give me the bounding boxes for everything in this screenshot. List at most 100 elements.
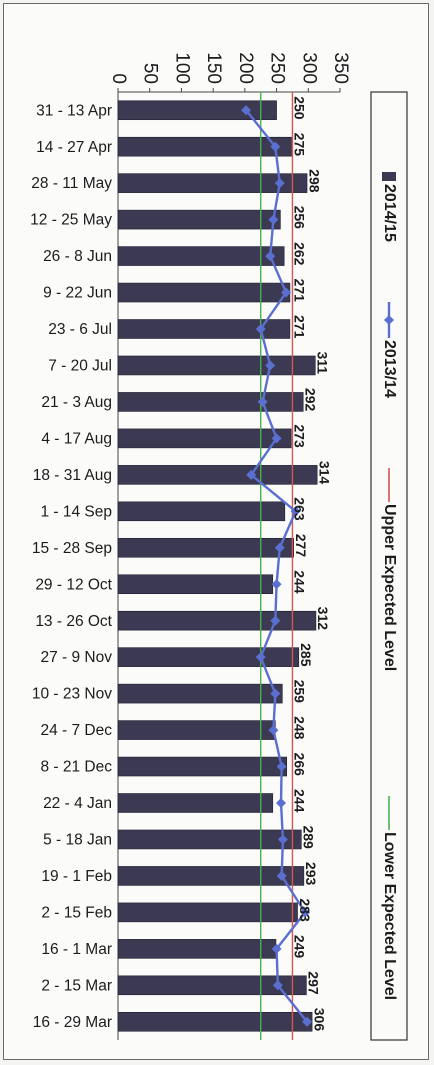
bar-data-label: 298 <box>306 169 322 193</box>
bar-2014-15 <box>117 1011 313 1032</box>
bar-data-label: 275 <box>292 133 308 157</box>
bar-data-label: 297 <box>306 971 322 995</box>
point-2013-14 <box>277 834 288 845</box>
point-2013-14 <box>274 178 285 189</box>
bar-2014-15 <box>117 793 274 813</box>
point-2013-14 <box>270 688 281 699</box>
value-axis-tick-label: 200 <box>235 52 256 84</box>
category-label: 29 - 12 Oct <box>35 576 112 593</box>
bar-2014-15 <box>117 465 318 485</box>
bar-data-label: 289 <box>301 825 317 849</box>
category-label: 21 - 3 Aug <box>41 394 112 411</box>
category-label: 5 - 18 Jan <box>43 832 112 849</box>
bar-2014-15 <box>117 720 276 740</box>
legend-label: 2013/14 <box>381 340 398 398</box>
point-2013-14 <box>270 615 281 626</box>
point-2013-14 <box>302 1016 313 1027</box>
category-label: 8 - 21 Dec <box>40 759 112 776</box>
bar-2014-15 <box>117 829 302 850</box>
series-line-2013-14 <box>245 109 308 1023</box>
bar-data-label: 273 <box>292 424 308 448</box>
point-2013-14 <box>241 105 252 116</box>
value-axis-tick-label: 350 <box>330 52 351 84</box>
bar-2014-15 <box>117 866 305 886</box>
category-label: 22 - 4 Jan <box>43 795 112 812</box>
category-label: 26 - 8 Jun <box>43 248 112 265</box>
bar-2014-15 <box>117 209 281 230</box>
bar-data-label: 244 <box>292 789 308 813</box>
legend-label: 2014/15 <box>381 184 398 242</box>
bar-2014-15 <box>117 355 316 376</box>
bar-2014-15 <box>117 319 291 339</box>
bar-data-label: 249 <box>292 935 308 959</box>
bar-data-label: 293 <box>303 862 319 886</box>
bar-data-label: 263 <box>292 497 308 521</box>
point-2013-14 <box>265 360 276 371</box>
bar-2014-15 <box>117 537 294 558</box>
category-label: 1 - 14 Sep <box>40 503 112 520</box>
bar-data-label: 262 <box>292 242 308 266</box>
bar-data-label: 306 <box>311 1008 327 1032</box>
bar-2014-15 <box>117 246 285 266</box>
category-label: 9 - 22 Jun <box>43 285 112 302</box>
category-label: 28 - 11 May <box>31 175 112 192</box>
bar-data-label: 250 <box>292 96 308 120</box>
bar-data-label: 256 <box>292 206 308 230</box>
point-2013-14 <box>255 324 266 334</box>
category-label: 7 - 20 Jul <box>48 358 112 375</box>
category-label: 27 - 9 Nov <box>40 649 112 666</box>
bar-data-label: 292 <box>303 388 319 412</box>
category-label: 2 - 15 Feb <box>41 904 112 921</box>
bar-2014-15 <box>117 647 300 667</box>
bar-2014-15 <box>117 173 308 193</box>
bar-data-label: 271 <box>292 315 308 339</box>
category-label: 14 - 27 Apr <box>36 139 112 156</box>
category-label: 13 - 26 Oct <box>35 613 112 630</box>
point-2013-14 <box>271 433 282 444</box>
bar-2014-15 <box>117 428 292 449</box>
category-label: 18 - 31 Aug <box>33 467 112 484</box>
bar-data-label: 311 <box>315 351 331 374</box>
bar-2014-15 <box>117 683 283 704</box>
bar-2014-15 <box>117 902 298 923</box>
legend-swatch-2014-15 <box>382 172 396 181</box>
point-2013-14 <box>276 798 287 808</box>
bar-2014-15 <box>117 100 277 121</box>
bar-data-label: 277 <box>293 534 309 558</box>
category-label: 4 - 17 Aug <box>41 430 112 447</box>
point-2013-14 <box>268 725 279 736</box>
point-2013-14 <box>281 287 292 298</box>
category-label: 12 - 25 May <box>30 212 112 229</box>
bar-data-label: 248 <box>292 716 308 740</box>
bar-2014-15 <box>117 939 277 959</box>
category-label: 24 - 7 Dec <box>40 722 112 739</box>
value-axis-tick-label: 250 <box>267 52 288 84</box>
category-label: 10 - 23 Nov <box>32 686 112 703</box>
bar-data-label: 259 <box>292 680 308 704</box>
point-2013-14 <box>290 506 301 517</box>
point-2013-14 <box>300 907 311 918</box>
legend-marker-2013-14 <box>384 315 394 325</box>
category-label: 19 - 1 Feb <box>41 868 112 885</box>
legend-label: Upper Expected Level <box>381 504 398 671</box>
value-axis-tick-label: 50 <box>140 63 161 84</box>
bar-2014-15 <box>117 610 317 631</box>
point-2013-14 <box>246 469 257 480</box>
bar-2014-15 <box>117 136 293 157</box>
bar-data-label: 314 <box>316 461 332 485</box>
category-label: 16 - 1 Mar <box>41 941 112 958</box>
point-2013-14 <box>265 251 276 262</box>
point-2013-14 <box>270 141 281 152</box>
point-2013-14 <box>271 579 282 590</box>
bar-data-label: 312 <box>315 607 331 631</box>
bar-2014-15 <box>117 392 304 412</box>
bar-data-label: 244 <box>292 570 308 594</box>
bar-data-label: 271 <box>292 279 308 303</box>
legend-box <box>370 91 408 1041</box>
point-2013-14 <box>255 652 266 663</box>
category-label: 23 - 6 Jul <box>48 321 112 338</box>
bar-2014-15 <box>117 756 288 777</box>
bar-2014-15 <box>117 975 307 996</box>
category-label: 15 - 28 Sep <box>32 540 112 557</box>
